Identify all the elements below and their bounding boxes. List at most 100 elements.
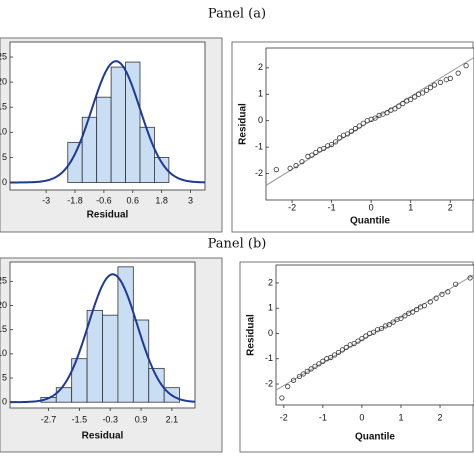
point xyxy=(348,128,355,134)
x-tick-label: -1 xyxy=(319,412,327,422)
x-tick-label: -2 xyxy=(288,202,296,212)
y-tick-label: 0 xyxy=(268,328,273,338)
x-tick-label: 2.1 xyxy=(166,414,179,424)
y-tick-label: 15 xyxy=(0,102,7,112)
point xyxy=(331,352,338,358)
point xyxy=(293,163,299,169)
point xyxy=(273,167,279,173)
x-tick-label: -0.3 xyxy=(102,414,118,424)
y-tick-label: 25 xyxy=(0,276,7,286)
y-axis-label: Residual xyxy=(238,103,249,145)
point xyxy=(339,347,345,353)
bar xyxy=(110,66,126,183)
point xyxy=(423,87,430,93)
point xyxy=(309,152,315,158)
point xyxy=(372,115,378,121)
point xyxy=(427,85,434,91)
x-tick-label: 0.9 xyxy=(135,414,148,424)
plot-area xyxy=(275,264,474,406)
point xyxy=(408,96,414,103)
y-tick-label: 1 xyxy=(258,89,263,99)
point xyxy=(437,79,443,85)
point xyxy=(467,275,473,281)
x-tick-label: 3 xyxy=(188,195,193,205)
point xyxy=(321,145,327,152)
point xyxy=(363,333,369,339)
bar xyxy=(132,319,150,403)
y-tick-label: 1 xyxy=(268,303,273,313)
bar xyxy=(139,126,155,183)
plot-content xyxy=(10,266,195,404)
y-tick-label: 0 xyxy=(258,115,263,125)
point xyxy=(390,319,396,325)
point xyxy=(378,325,385,332)
x-tick-label: -1.5 xyxy=(72,414,88,424)
panel-title: Panel (b) xyxy=(208,237,267,252)
point xyxy=(402,313,408,319)
y-tick-label: 20 xyxy=(0,300,7,310)
point xyxy=(328,354,334,361)
point xyxy=(300,371,306,377)
point xyxy=(343,344,349,350)
point xyxy=(344,131,351,137)
point xyxy=(439,291,445,297)
bar xyxy=(96,96,112,183)
point xyxy=(304,368,310,374)
plot-content xyxy=(266,57,474,186)
point xyxy=(332,139,339,145)
bar xyxy=(102,314,119,403)
y-tick-label: 0 xyxy=(2,177,7,187)
x-tick-label: -3 xyxy=(42,195,50,205)
point xyxy=(316,361,322,367)
y-tick-label: 2 xyxy=(268,277,273,287)
y-tick-label: 20 xyxy=(0,77,7,87)
point xyxy=(336,135,343,141)
point xyxy=(384,110,390,116)
point xyxy=(312,363,318,369)
panel-title: Panel (a) xyxy=(208,7,266,22)
point xyxy=(371,329,377,335)
point xyxy=(356,123,362,129)
point xyxy=(359,335,365,342)
y-tick-label: 5 xyxy=(2,372,7,382)
point xyxy=(299,159,305,165)
x-tick-label: -1.8 xyxy=(67,195,83,205)
normal-curve xyxy=(10,60,205,184)
point xyxy=(413,306,420,313)
point xyxy=(296,373,303,380)
point xyxy=(285,383,291,390)
x-axis-label: Residual xyxy=(82,431,124,442)
point xyxy=(421,303,428,309)
x-tick-label: 2 xyxy=(448,202,453,212)
y-tick-label: 0 xyxy=(2,397,7,407)
bar xyxy=(148,367,165,403)
x-axis-label: Quantile xyxy=(355,432,395,443)
x-tick-label: 1 xyxy=(398,412,403,422)
y-tick-label: 2 xyxy=(258,62,263,72)
y-tick-label: 15 xyxy=(0,324,7,334)
y-tick-label: 10 xyxy=(0,127,7,137)
point xyxy=(455,70,461,76)
point xyxy=(290,377,297,383)
point xyxy=(360,120,366,126)
point xyxy=(287,165,293,171)
y-tick-label: 25 xyxy=(0,51,7,61)
point xyxy=(412,94,418,100)
y-tick-label: -1 xyxy=(255,142,263,152)
point xyxy=(431,82,438,88)
point xyxy=(410,309,416,315)
point xyxy=(320,358,326,364)
point xyxy=(308,366,314,372)
point xyxy=(392,106,398,112)
plot-content xyxy=(10,60,205,184)
x-tick-label: 2 xyxy=(438,412,443,422)
point xyxy=(447,75,453,82)
bar xyxy=(154,156,170,183)
y-axis-label: Residual xyxy=(246,314,257,356)
x-tick-label: -2 xyxy=(280,412,288,422)
y-tick-label: -2 xyxy=(265,378,273,388)
point xyxy=(396,103,402,109)
bar xyxy=(117,266,134,403)
x-tick-label: 0.6 xyxy=(127,195,140,205)
